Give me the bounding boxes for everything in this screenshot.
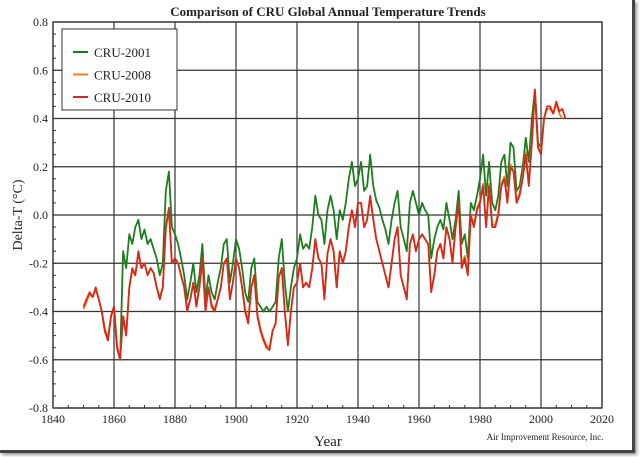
y-tick-label: -0.4: [29, 305, 48, 319]
x-tick-label: 1860: [102, 412, 126, 426]
y-tick-label: -0.8: [29, 401, 48, 415]
x-tick-label: 1980: [468, 412, 492, 426]
x-tick-label: 2000: [529, 412, 553, 426]
x-axis-label: Year: [314, 434, 342, 450]
y-tick-label: 0.4: [33, 112, 48, 126]
x-tick-label: 2020: [590, 412, 614, 426]
x-tick-label: 1960: [407, 412, 431, 426]
y-tick-label: 0.6: [33, 63, 48, 77]
x-tick-label: 1880: [163, 412, 187, 426]
y-tick-label: -0.6: [29, 353, 48, 367]
legend-label: CRU-2008: [94, 68, 151, 83]
axis-ticks: 1840 1860 1880 1900 1920 1940 1960 1980 2000 2020…: [29, 15, 614, 426]
legend-label: CRU-2010: [94, 90, 151, 105]
y-axis-label: Delta-T (°C): [11, 179, 26, 250]
legend-label: CRU-2001: [94, 45, 151, 60]
y-tick-label: -0.2: [29, 256, 48, 270]
y-tick-label: 0.0: [33, 208, 48, 222]
x-tick-label: 1940: [346, 412, 370, 426]
x-tick-label: 1840: [41, 412, 65, 426]
legend: CRU-2001 CRU-2008 CRU-2010: [61, 28, 178, 111]
x-tick-label: 1920: [285, 412, 309, 426]
chart-title: Comparison of CRU Global Annual Temperat…: [170, 4, 485, 19]
y-tick-label: 0.2: [33, 160, 48, 174]
series-line-cru-2010: [82, 88, 567, 361]
y-tick-label: 0.8: [33, 15, 48, 29]
credit-text: Air Improvement Resource, Inc.: [487, 432, 604, 442]
chart-frame: [0, 0, 635, 453]
series-lines: [82, 88, 567, 361]
x-tick-label: 1900: [224, 412, 248, 426]
